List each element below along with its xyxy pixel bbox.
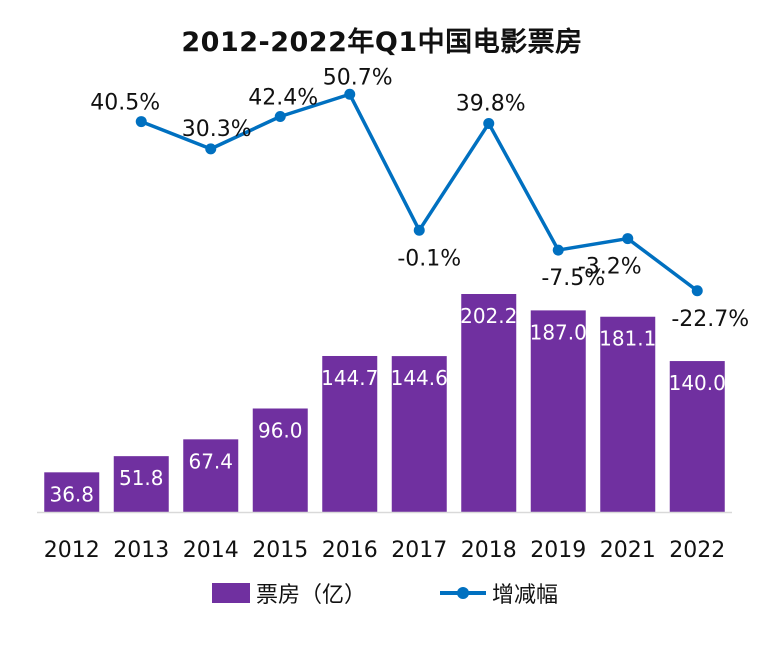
bar-2014 [183,439,239,512]
growth-label-2019: -7.5% [541,266,605,291]
growth-marker-2016 [344,88,356,100]
legend-line-marker [457,587,469,599]
growth-label-2021: -3.2% [578,255,642,280]
bar-2016 [322,355,378,512]
labels-layer: 36.8 51.8 67.4 96.0 144.7 144.6 202.2 187.0 181.… [49,65,749,506]
x-tick-label-2012: 2012 [44,538,100,563]
growth-label-2014: 30.3% [182,117,252,142]
x-tick-label-2015: 2015 [252,538,308,563]
bar-2022 [669,361,725,512]
growth-label-2018: 39.8% [456,91,526,116]
growth-label-2017: -0.1% [397,246,461,271]
growth-marker-2013 [135,116,147,128]
growth-marker-2015 [274,110,286,122]
growth-marker-2018 [483,117,495,129]
growth-marker-2017 [413,224,425,236]
x-tick-label-2016: 2016 [322,538,378,563]
bar-label-2017: 144.6 [391,366,448,390]
x-tick-label-2022: 2022 [669,538,725,563]
x-tick-label-2014: 2014 [183,538,239,563]
bar-2017 [391,356,447,512]
legend-line-swatch [440,583,486,603]
x-tick-label-2018: 2018 [461,538,517,563]
growth-label-2015: 42.4% [248,85,318,110]
growth-label-2016: 50.7% [323,65,393,90]
x-tick-label-2019: 2019 [530,538,586,563]
legend-bar-swatch [212,583,250,603]
bar-label-2013: 51.8 [119,466,164,490]
x-tick-label-2013: 2013 [113,538,169,563]
bar-label-2014: 67.4 [188,449,233,473]
bar-2021 [600,316,656,512]
x-tick-label-2017: 2017 [391,538,447,563]
x-tick-label-2021: 2021 [600,538,656,563]
axis-layer: 2012 2013 2014 2015 2016 2017 2018 2019 2021 2022 [37,511,732,563]
bar-2015 [252,408,308,512]
legend-item-line: 增减幅 [440,578,558,608]
growth-marker-2019 [552,244,564,256]
bar-2018 [461,294,517,512]
legend-bar-label: 票房（亿） [256,583,367,608]
growth-label-2013: 40.5% [90,91,160,116]
line-layer [135,88,703,297]
chart-title: 2012-2022年Q1中国电影票房 [181,27,583,58]
bar-label-2022: 140.0 [669,371,726,395]
bar-label-2018: 202.2 [460,304,517,328]
growth-marker-2021 [622,233,634,245]
bar-label-2016: 144.7 [321,366,378,390]
bar-label-2012: 36.8 [49,482,94,506]
bar-label-2015: 96.0 [258,418,303,442]
growth-marker-2022 [691,285,703,297]
growth-marker-2014 [205,143,217,155]
bars-layer [44,294,725,512]
bar-2019 [530,310,586,512]
bar-label-2021: 181.1 [599,327,656,351]
legend-item-bar: 票房（亿） [212,578,366,608]
legend-line-label: 增减幅 [492,583,559,608]
bar-2013 [113,456,169,512]
bar-label-2019: 187.0 [530,320,587,344]
growth-label-2022: -22.7% [671,307,749,332]
bar-2012 [44,472,100,512]
